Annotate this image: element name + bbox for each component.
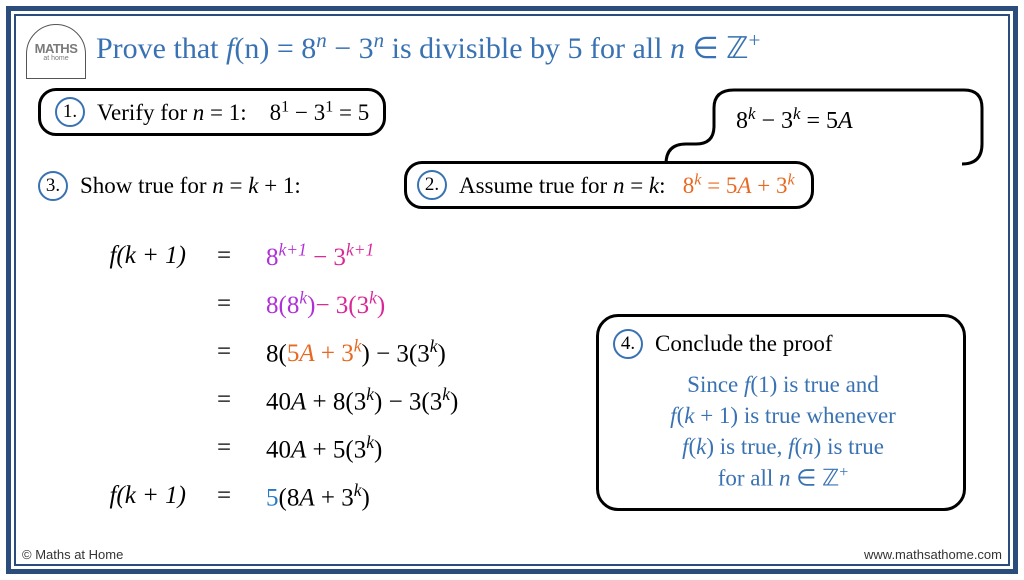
step4-number: 4.	[613, 329, 643, 359]
proof-row-6: f(k + 1) = 5(8A + 3k)	[66, 472, 458, 520]
step1-label: Verify for n = 1: 81 − 31 = 5	[97, 100, 369, 125]
step2-number: 2.	[417, 170, 447, 200]
proof-row-4: = 40A + 8(3k) − 3(3k)	[66, 376, 458, 424]
step1-number: 1.	[55, 97, 85, 127]
proof-row-1: f(k + 1) = 8k+1 − 3k+1	[66, 232, 458, 280]
proof-row-3: = 8(5A + 3k) − 3(3k)	[66, 328, 458, 376]
proof-row-5: = 40A + 5(3k)	[66, 424, 458, 472]
logo-main: MATHS	[35, 42, 78, 55]
step3-label: Show true for n = k + 1:	[80, 173, 301, 198]
step4-conclusion: Since f(1) is true and f(k + 1) is true …	[613, 369, 953, 494]
inner-border: MATHS at home Prove that f(n) = 8n − 3n …	[14, 14, 1010, 566]
proof-row-2: = 8(8k)− 3(3k)	[66, 280, 458, 328]
step2-label: Assume true for n = k: 8k = 5A + 3k	[459, 173, 795, 198]
step4-box: 4. Conclude the proof Since f(1) is true…	[596, 314, 966, 511]
step3-heading: 3. Show true for n = k + 1:	[38, 171, 301, 201]
footer-url: www.mathsathome.com	[864, 547, 1002, 562]
logo: MATHS at home	[26, 24, 86, 79]
logo-sub: at home	[43, 55, 68, 62]
page-title: Prove that f(n) = 8n − 3n is divisible b…	[96, 28, 760, 66]
step4-label: Conclude the proof	[655, 331, 833, 356]
step2-box: 2. Assume true for n = k: 8k = 5A + 3k	[404, 161, 814, 209]
step2-connector	[646, 86, 986, 166]
footer-copyright: © Maths at Home	[22, 547, 123, 562]
slide-content: MATHS at home Prove that f(n) = 8n − 3n …	[16, 16, 1008, 564]
step3-number: 3.	[38, 171, 68, 201]
proof-derivation: f(k + 1) = 8k+1 − 3k+1 = 8(8k)− 3(3k) = …	[66, 232, 458, 520]
step1-box: 1. Verify for n = 1: 81 − 31 = 5	[38, 88, 386, 136]
outer-border: MATHS at home Prove that f(n) = 8n − 3n …	[6, 6, 1018, 574]
